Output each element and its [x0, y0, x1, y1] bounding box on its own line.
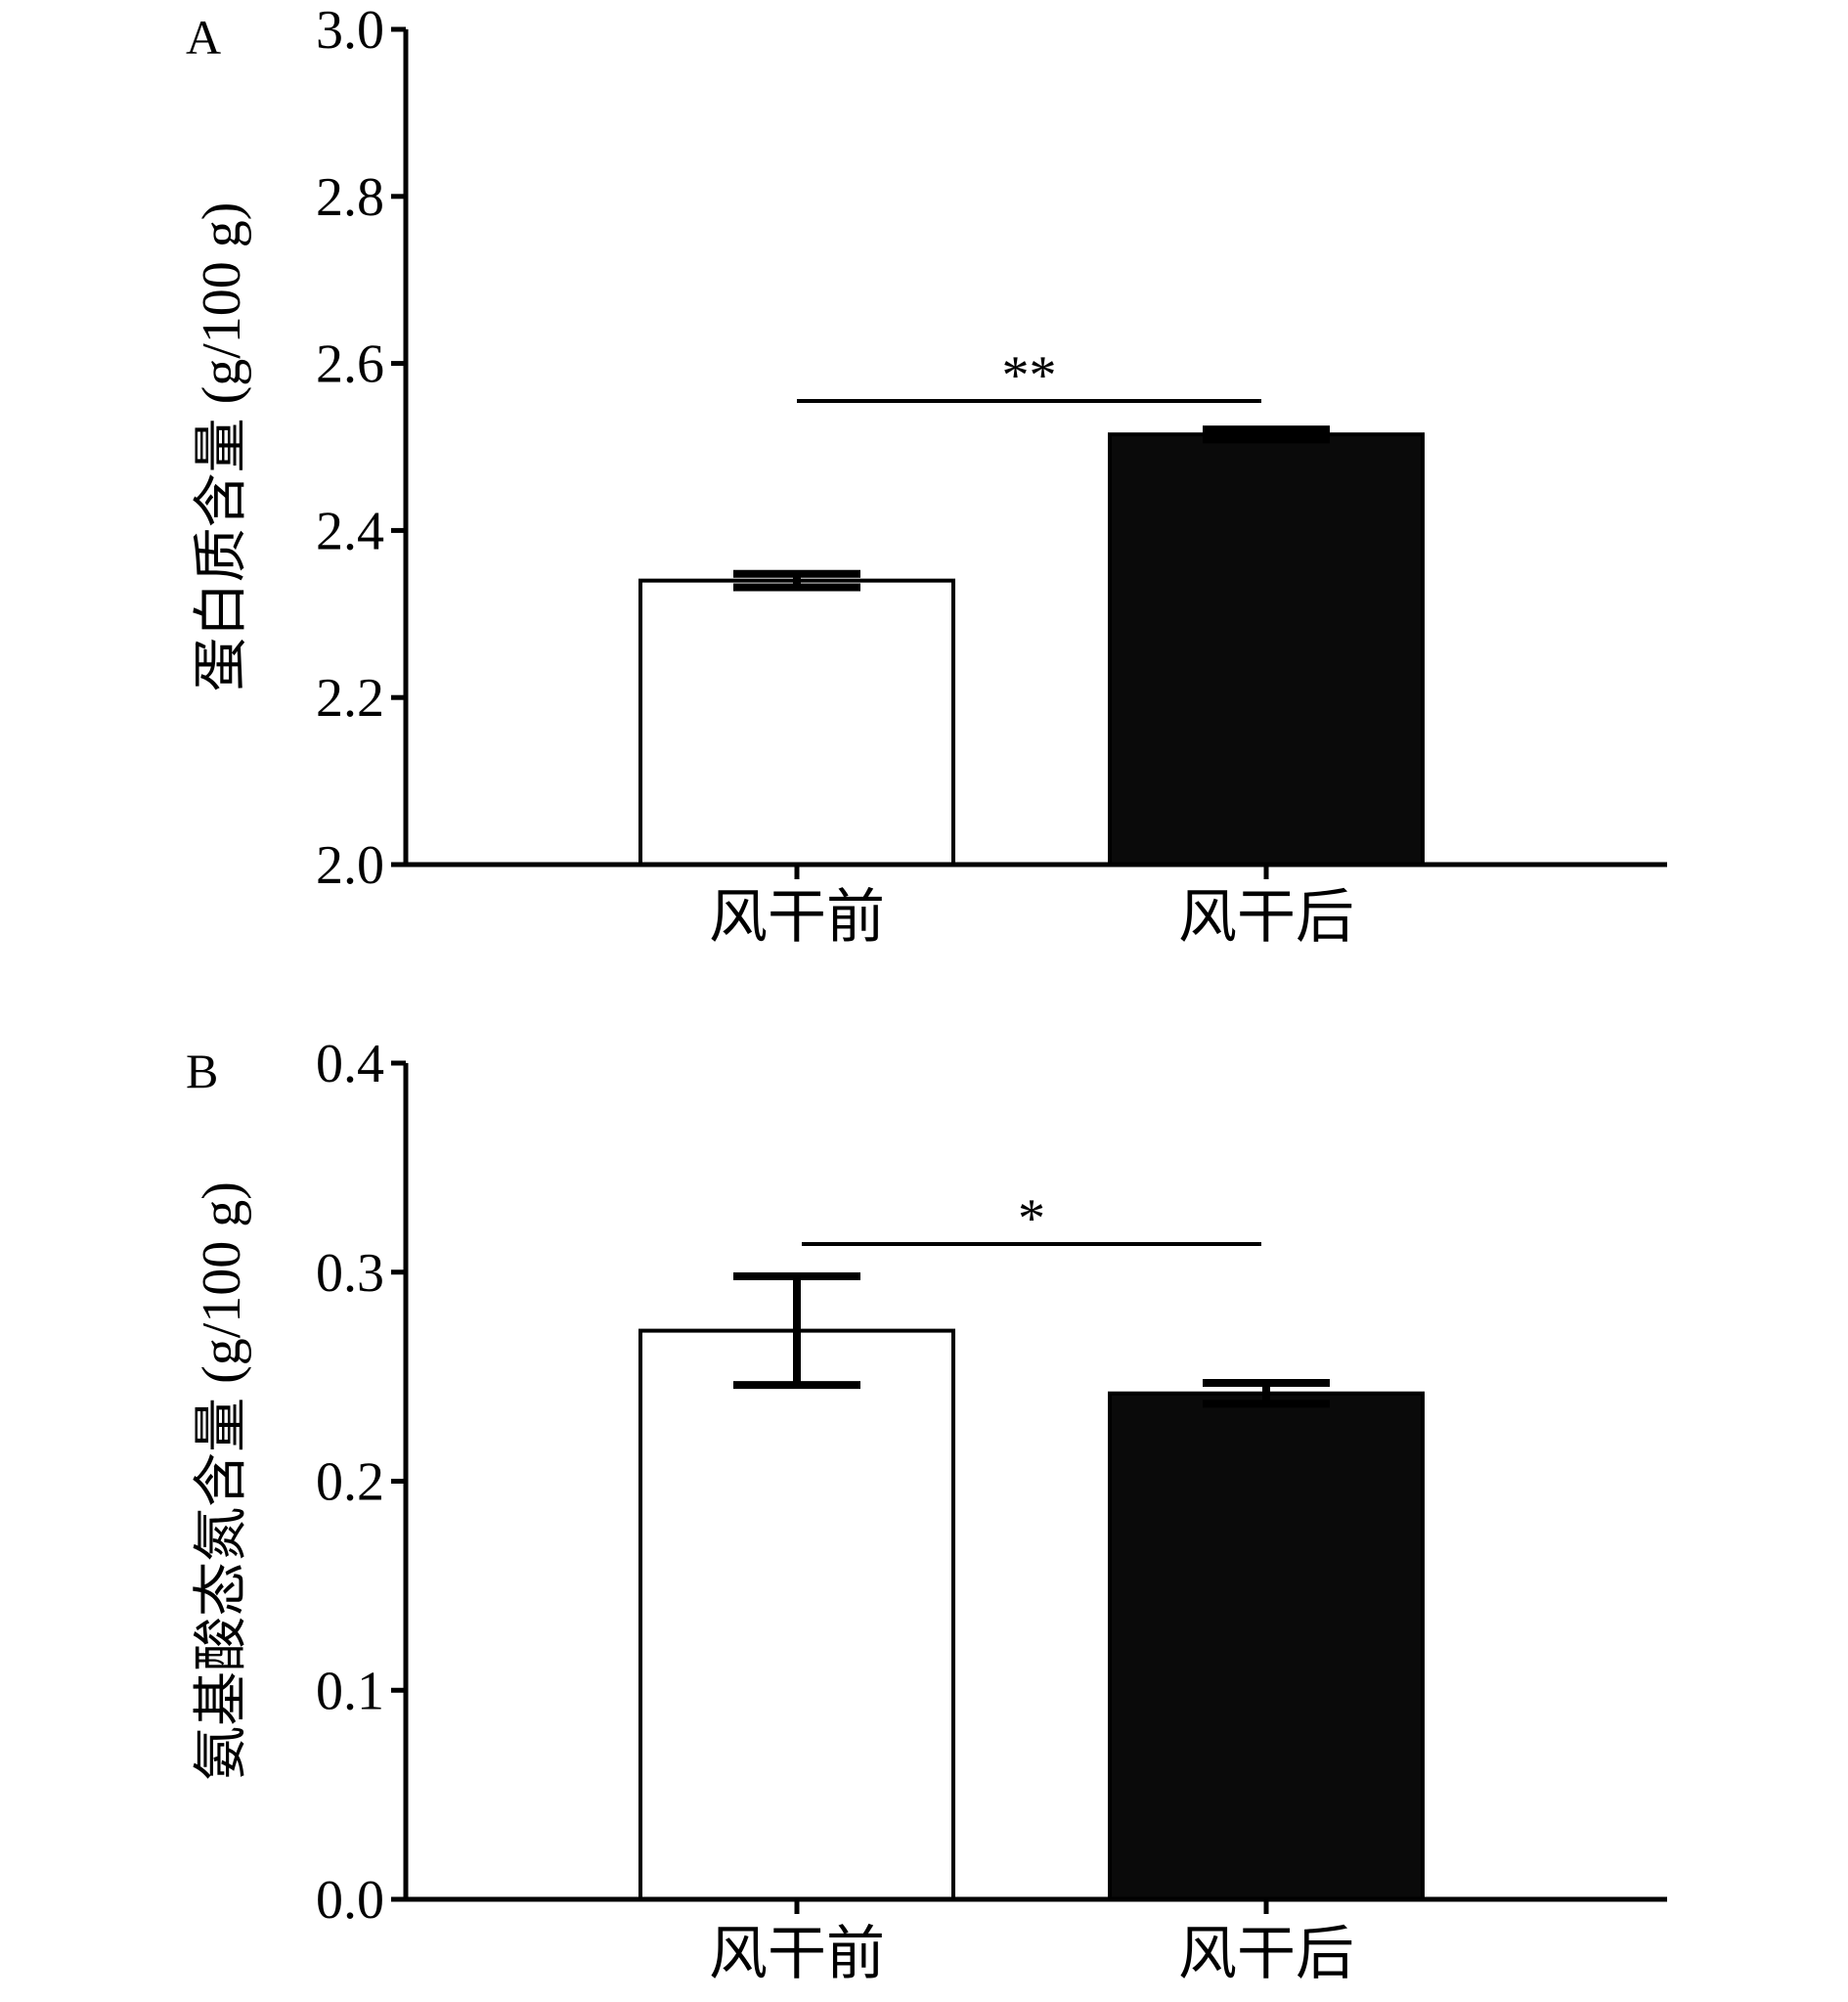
y-tick-label: 0.0: [316, 1870, 384, 1931]
y-tick-label: 3.0: [316, 0, 384, 61]
y-axis-title: 氨基酸态氮含量 (g/100 g): [192, 1181, 252, 1781]
error-bar: [733, 569, 860, 592]
panel-b: B 0.0 0.1 0.2 0.3 0.4 风干前 风干后 氨基酸态氮含量 (g/100 g) *: [186, 1034, 1667, 1986]
error-bar: [733, 1272, 860, 1390]
bar-after-drying: [1108, 432, 1425, 867]
panel-a: A 2.0 2.2 2.4 2.6 2.8 3.0 风干前 风干后 蛋白质含量 (g/100 g)…: [186, 0, 1667, 950]
x-category-label: 风干后: [1178, 1922, 1354, 1986]
significance-marker: *: [802, 1188, 1261, 1249]
y-tick-label: 2.0: [316, 835, 384, 896]
x-category-label: 风干后: [1178, 885, 1354, 950]
x-category-label: 风干前: [709, 885, 885, 950]
error-bar: [1203, 1379, 1330, 1408]
y-tick-label: 0.3: [316, 1243, 384, 1304]
panel-letter: A: [186, 10, 221, 65]
significance-label: *: [1018, 1188, 1045, 1249]
bar-after-drying: [1108, 1391, 1425, 1901]
significance-label: **: [1002, 345, 1057, 406]
y-tick-label: 0.1: [316, 1661, 384, 1721]
bar-before-drying: [638, 578, 955, 867]
y-tick-label: 2.6: [316, 334, 384, 395]
significance-marker: **: [797, 345, 1261, 406]
y-tick-label: 2.2: [316, 668, 384, 729]
y-axis-title: 蛋白质含量 (g/100 g): [192, 202, 252, 692]
x-category-label: 风干前: [709, 1922, 885, 1986]
bar-before-drying: [638, 1328, 955, 1901]
panel-letter: B: [186, 1044, 218, 1098]
y-tick-label: 0.4: [316, 1034, 384, 1094]
y-tick-label: 2.4: [316, 501, 384, 561]
y-tick-label: 0.2: [316, 1452, 384, 1513]
error-bar: [1203, 425, 1330, 444]
y-tick-label: 2.8: [316, 167, 384, 228]
